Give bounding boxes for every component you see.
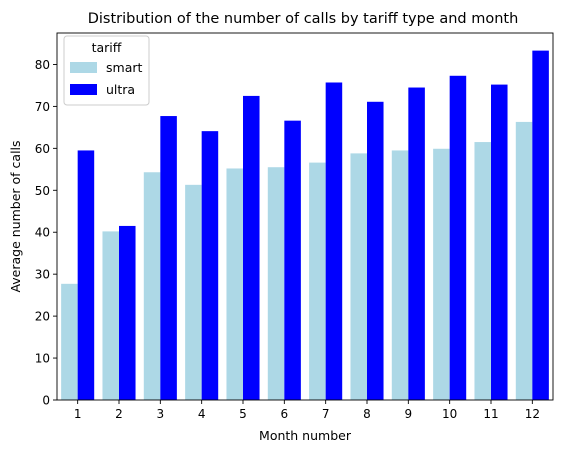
bar-ultra-month-8	[367, 102, 384, 400]
bar-ultra-month-10	[450, 76, 467, 400]
chart-title: Distribution of the number of calls by t…	[88, 11, 519, 27]
legend-label-ultra: ultra	[106, 82, 135, 97]
bar-smart-month-5	[226, 168, 243, 400]
legend-swatch-ultra	[70, 84, 97, 95]
bar-ultra-month-4	[202, 131, 219, 400]
bar-smart-month-2	[102, 231, 119, 400]
y-tick-label: 10	[35, 352, 50, 366]
y-axis: 0 10 20 30 40 50 60 70 80	[35, 58, 57, 408]
bar-ultra-month-6	[284, 121, 301, 400]
bar-smart-month-12	[516, 122, 533, 400]
x-tick-label: 9	[405, 407, 413, 421]
x-tick-label: 5	[239, 407, 247, 421]
bar-smart-month-4	[185, 185, 202, 400]
y-axis-label: Average number of calls	[8, 140, 23, 292]
x-tick-label: 3	[157, 407, 165, 421]
x-tick-label: 8	[363, 407, 371, 421]
y-tick-label: 80	[35, 58, 50, 72]
bar-ultra-month-11	[491, 85, 508, 400]
bar-ultra-month-7	[326, 82, 343, 400]
legend-label-smart: smart	[106, 60, 142, 75]
y-tick-label: 30	[35, 268, 50, 282]
bar-ultra-month-3	[160, 116, 177, 400]
x-tick-label: 2	[115, 407, 123, 421]
bar-smart-month-11	[474, 142, 491, 400]
bar-smart-month-10	[433, 149, 450, 400]
x-tick-label: 11	[483, 407, 498, 421]
x-axis-label: Month number	[259, 428, 352, 443]
bar-smart-month-8	[350, 153, 367, 400]
bar-ultra-month-12	[532, 51, 549, 400]
x-tick-label: 12	[525, 407, 540, 421]
bar-ultra-month-9	[408, 88, 425, 400]
bar-smart-month-3	[144, 172, 161, 400]
legend-title: tariff	[92, 40, 122, 55]
bar-ultra-month-2	[119, 226, 136, 400]
bar-smart-month-6	[268, 167, 285, 400]
bar-smart-month-7	[309, 163, 326, 400]
x-axis: 1 2 3 4 5 6 7 8 9 10 11 12	[74, 400, 540, 421]
x-tick-label: 4	[198, 407, 206, 421]
y-tick-label: 20	[35, 310, 50, 324]
bar-smart-month-9	[392, 150, 409, 400]
y-tick-label: 60	[35, 142, 50, 156]
bar-ultra-month-5	[243, 96, 260, 400]
y-tick-label: 70	[35, 100, 50, 114]
legend: tariff smart ultra	[64, 36, 149, 105]
x-tick-label: 7	[322, 407, 330, 421]
y-tick-label: 0	[42, 394, 50, 408]
y-tick-label: 50	[35, 184, 50, 198]
bar-ultra-month-1	[78, 150, 95, 400]
legend-swatch-smart	[70, 62, 97, 73]
bar-smart-month-1	[61, 284, 78, 400]
x-tick-label: 10	[442, 407, 457, 421]
x-tick-label: 1	[74, 407, 82, 421]
y-tick-label: 40	[35, 226, 50, 240]
x-tick-label: 6	[281, 407, 289, 421]
